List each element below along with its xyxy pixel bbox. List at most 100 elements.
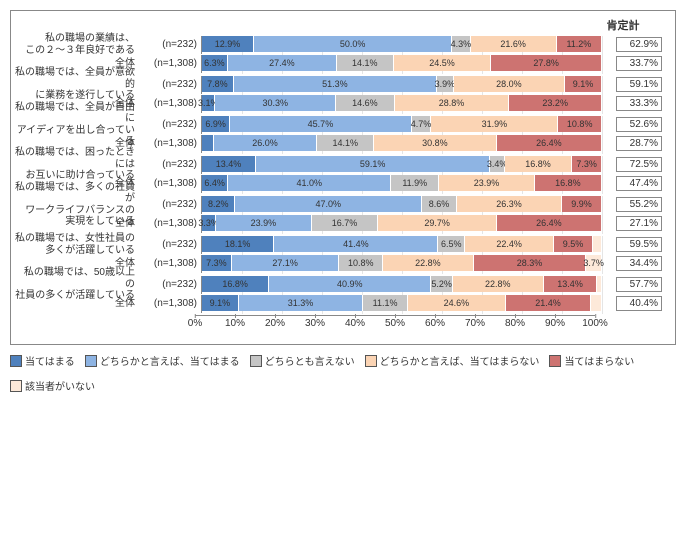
data-row: 私の職場では、困ったときにはお互いに助け合っている(n=232)13.4%59.… bbox=[15, 155, 671, 174]
n-label: (n=1,308) bbox=[137, 98, 201, 109]
affirmative-value: 57.7% bbox=[602, 277, 666, 292]
bar-segment: 27.1% bbox=[232, 255, 340, 271]
bar-segment bbox=[202, 135, 214, 151]
bar-segment: 27.4% bbox=[228, 55, 337, 71]
bar-segment: 26.3% bbox=[457, 196, 562, 212]
bar-container: 26.0%14.1%30.8%26.4% bbox=[201, 135, 602, 153]
bar-segment: 16.7% bbox=[312, 215, 379, 231]
x-axis-row: 0%10%20%30%40%50%60%70%80%90%100% bbox=[15, 315, 671, 340]
bar-segment: 6.4% bbox=[202, 175, 228, 191]
stacked-bar: 18.1%41.4%6.5%22.4%9.5% bbox=[202, 236, 602, 252]
affirmative-value: 47.4% bbox=[602, 176, 666, 191]
bar-segment: 13.4% bbox=[202, 156, 256, 172]
bar-segment: 27.8% bbox=[491, 55, 602, 71]
affirmative-header: 肯定計 bbox=[599, 17, 647, 33]
bar-segment: 18.1% bbox=[202, 236, 274, 252]
legend-swatch bbox=[10, 380, 22, 392]
legend-item: 該当者がいない bbox=[10, 378, 95, 393]
bar-segment: 9.1% bbox=[202, 295, 239, 311]
affirmative-value: 59.5% bbox=[602, 237, 666, 252]
legend-label: 当てはまらない bbox=[564, 353, 634, 368]
question-label: 全体 bbox=[15, 298, 137, 310]
plot-area: 私の職場の業績は、この２～３年良好である(n=232)12.9%50.0%4.3… bbox=[15, 35, 671, 313]
legend: 当てはまるどちらかと言えば、当てはまるどちらとも言えないどちらかと言えば、当ては… bbox=[10, 353, 666, 393]
bar-segment: 7.3% bbox=[202, 255, 232, 271]
bar-segment bbox=[591, 295, 602, 311]
bar-segment: 26.0% bbox=[214, 135, 318, 151]
question-label: 私の職場では、全員が意欲的に業務を遂行している bbox=[15, 67, 137, 102]
question-group: 私の職場では、50歳以上の社員の多くが活躍している(n=232)16.8%40.… bbox=[15, 275, 671, 313]
survey-stacked-bar-chart: 肯定計 私の職場の業績は、この２～３年良好である(n=232)12.9%50.0… bbox=[10, 10, 676, 345]
axis-tick: 20% bbox=[265, 318, 285, 329]
bar-segment: 29.7% bbox=[378, 215, 496, 231]
axis-tick: 90% bbox=[545, 318, 565, 329]
stacked-bar: 16.8%40.9%5.2%22.8%13.4% bbox=[202, 276, 602, 292]
n-label: (n=232) bbox=[137, 279, 201, 290]
bar-segment: 14.6% bbox=[336, 95, 395, 111]
bar-segment: 41.0% bbox=[228, 175, 391, 191]
n-label: (n=232) bbox=[137, 39, 201, 50]
bar-container: 6.4%41.0%11.9%23.9%16.8% bbox=[201, 175, 602, 193]
data-row: 私の職場では、多くの社員がワークライフバランスの実現をしている(n=232)8.… bbox=[15, 195, 671, 214]
affirmative-value: 34.4% bbox=[602, 256, 666, 271]
stacked-bar: 7.8%51.3%3.9%28.0%9.1% bbox=[202, 76, 602, 92]
bar-segment: 6.5% bbox=[438, 236, 465, 252]
legend-label: 該当者がいない bbox=[25, 378, 95, 393]
n-label: (n=232) bbox=[137, 79, 201, 90]
bar-segment: 45.7% bbox=[230, 116, 411, 132]
n-label: (n=232) bbox=[137, 159, 201, 170]
legend-swatch bbox=[10, 355, 22, 367]
bar-segment: 16.8% bbox=[535, 175, 602, 191]
bar-segment: 28.3% bbox=[474, 255, 586, 271]
bar-segment: 6.9% bbox=[202, 116, 230, 132]
data-row: 全体(n=1,308)3.3%23.9%16.7%29.7%26.4%27.1% bbox=[15, 214, 671, 233]
bar-segment: 40.9% bbox=[269, 276, 431, 292]
bar-segment bbox=[593, 236, 602, 252]
bar-segment: 7.8% bbox=[202, 76, 234, 92]
bar-segment: 41.4% bbox=[274, 236, 438, 252]
bar-segment: 11.1% bbox=[363, 295, 408, 311]
bar-segment: 47.0% bbox=[235, 196, 422, 212]
n-label: (n=232) bbox=[137, 239, 201, 250]
question-label: 私の職場では、女性社員の多くが活躍している bbox=[15, 233, 137, 256]
affirmative-value: 72.5% bbox=[602, 157, 666, 172]
question-label: 私の職場の業績は、この２～３年良好である bbox=[15, 33, 137, 56]
n-label: (n=1,308) bbox=[137, 178, 201, 189]
bar-segment: 11.9% bbox=[391, 175, 439, 191]
bar-segment: 16.8% bbox=[505, 156, 572, 172]
bar-segment: 9.5% bbox=[554, 236, 592, 252]
stacked-bar: 7.3%27.1%10.8%22.8%28.3%3.7% bbox=[202, 255, 602, 271]
legend-item: どちらかと言えば、当てはまらない bbox=[365, 353, 540, 368]
stacked-bar: 6.4%41.0%11.9%23.9%16.8% bbox=[202, 175, 602, 191]
bar-segment: 21.4% bbox=[506, 295, 591, 311]
header-row: 肯定計 bbox=[15, 17, 671, 33]
stacked-bar: 6.9%45.7%4.7%31.9%10.8% bbox=[202, 116, 602, 132]
bar-segment: 13.4% bbox=[544, 276, 598, 292]
axis-tick: 40% bbox=[345, 318, 365, 329]
bar-segment: 3.9% bbox=[437, 76, 454, 92]
data-row: 私の職場では、全員が自由にアイディアを出し合っている(n=232)6.9%45.… bbox=[15, 115, 671, 134]
bar-container: 16.8%40.9%5.2%22.8%13.4% bbox=[201, 276, 602, 294]
bar-segment: 3.3% bbox=[202, 215, 216, 231]
legend-label: どちらかと言えば、当てはまらない bbox=[380, 353, 540, 368]
stacked-bar: 9.1%31.3%11.1%24.6%21.4% bbox=[202, 295, 602, 311]
question-label: 私の職場では、困ったときにはお互いに助け合っている bbox=[15, 147, 137, 182]
axis-tick: 60% bbox=[425, 318, 445, 329]
bar-container: 7.3%27.1%10.8%22.8%28.3%3.7% bbox=[201, 255, 602, 273]
question-label: 私の職場では、50歳以上の社員の多くが活躍している bbox=[15, 267, 137, 302]
bar-segment: 12.9% bbox=[202, 36, 254, 52]
legend-label: 当てはまる bbox=[25, 353, 75, 368]
bar-segment: 22.8% bbox=[383, 255, 474, 271]
bar-segment: 7.3% bbox=[572, 156, 602, 172]
data-row: 私の職場では、全員が意欲的に業務を遂行している(n=232)7.8%51.3%3… bbox=[15, 75, 671, 94]
data-row: 私の職場では、50歳以上の社員の多くが活躍している(n=232)16.8%40.… bbox=[15, 275, 671, 294]
affirmative-value: 27.1% bbox=[602, 216, 666, 231]
stacked-bar: 12.9%50.0%4.3%21.6%11.2% bbox=[202, 36, 602, 52]
bar-segment: 3.7% bbox=[586, 255, 602, 271]
affirmative-value: 33.3% bbox=[602, 96, 666, 111]
n-label: (n=1,308) bbox=[137, 258, 201, 269]
bar-segment: 26.4% bbox=[497, 215, 602, 231]
data-row: 私の職場の業績は、この２～３年良好である(n=232)12.9%50.0%4.3… bbox=[15, 35, 671, 54]
data-row: 私の職場では、女性社員の多くが活躍している(n=232)18.1%41.4%6.… bbox=[15, 235, 671, 254]
axis-tick: 50% bbox=[385, 318, 405, 329]
